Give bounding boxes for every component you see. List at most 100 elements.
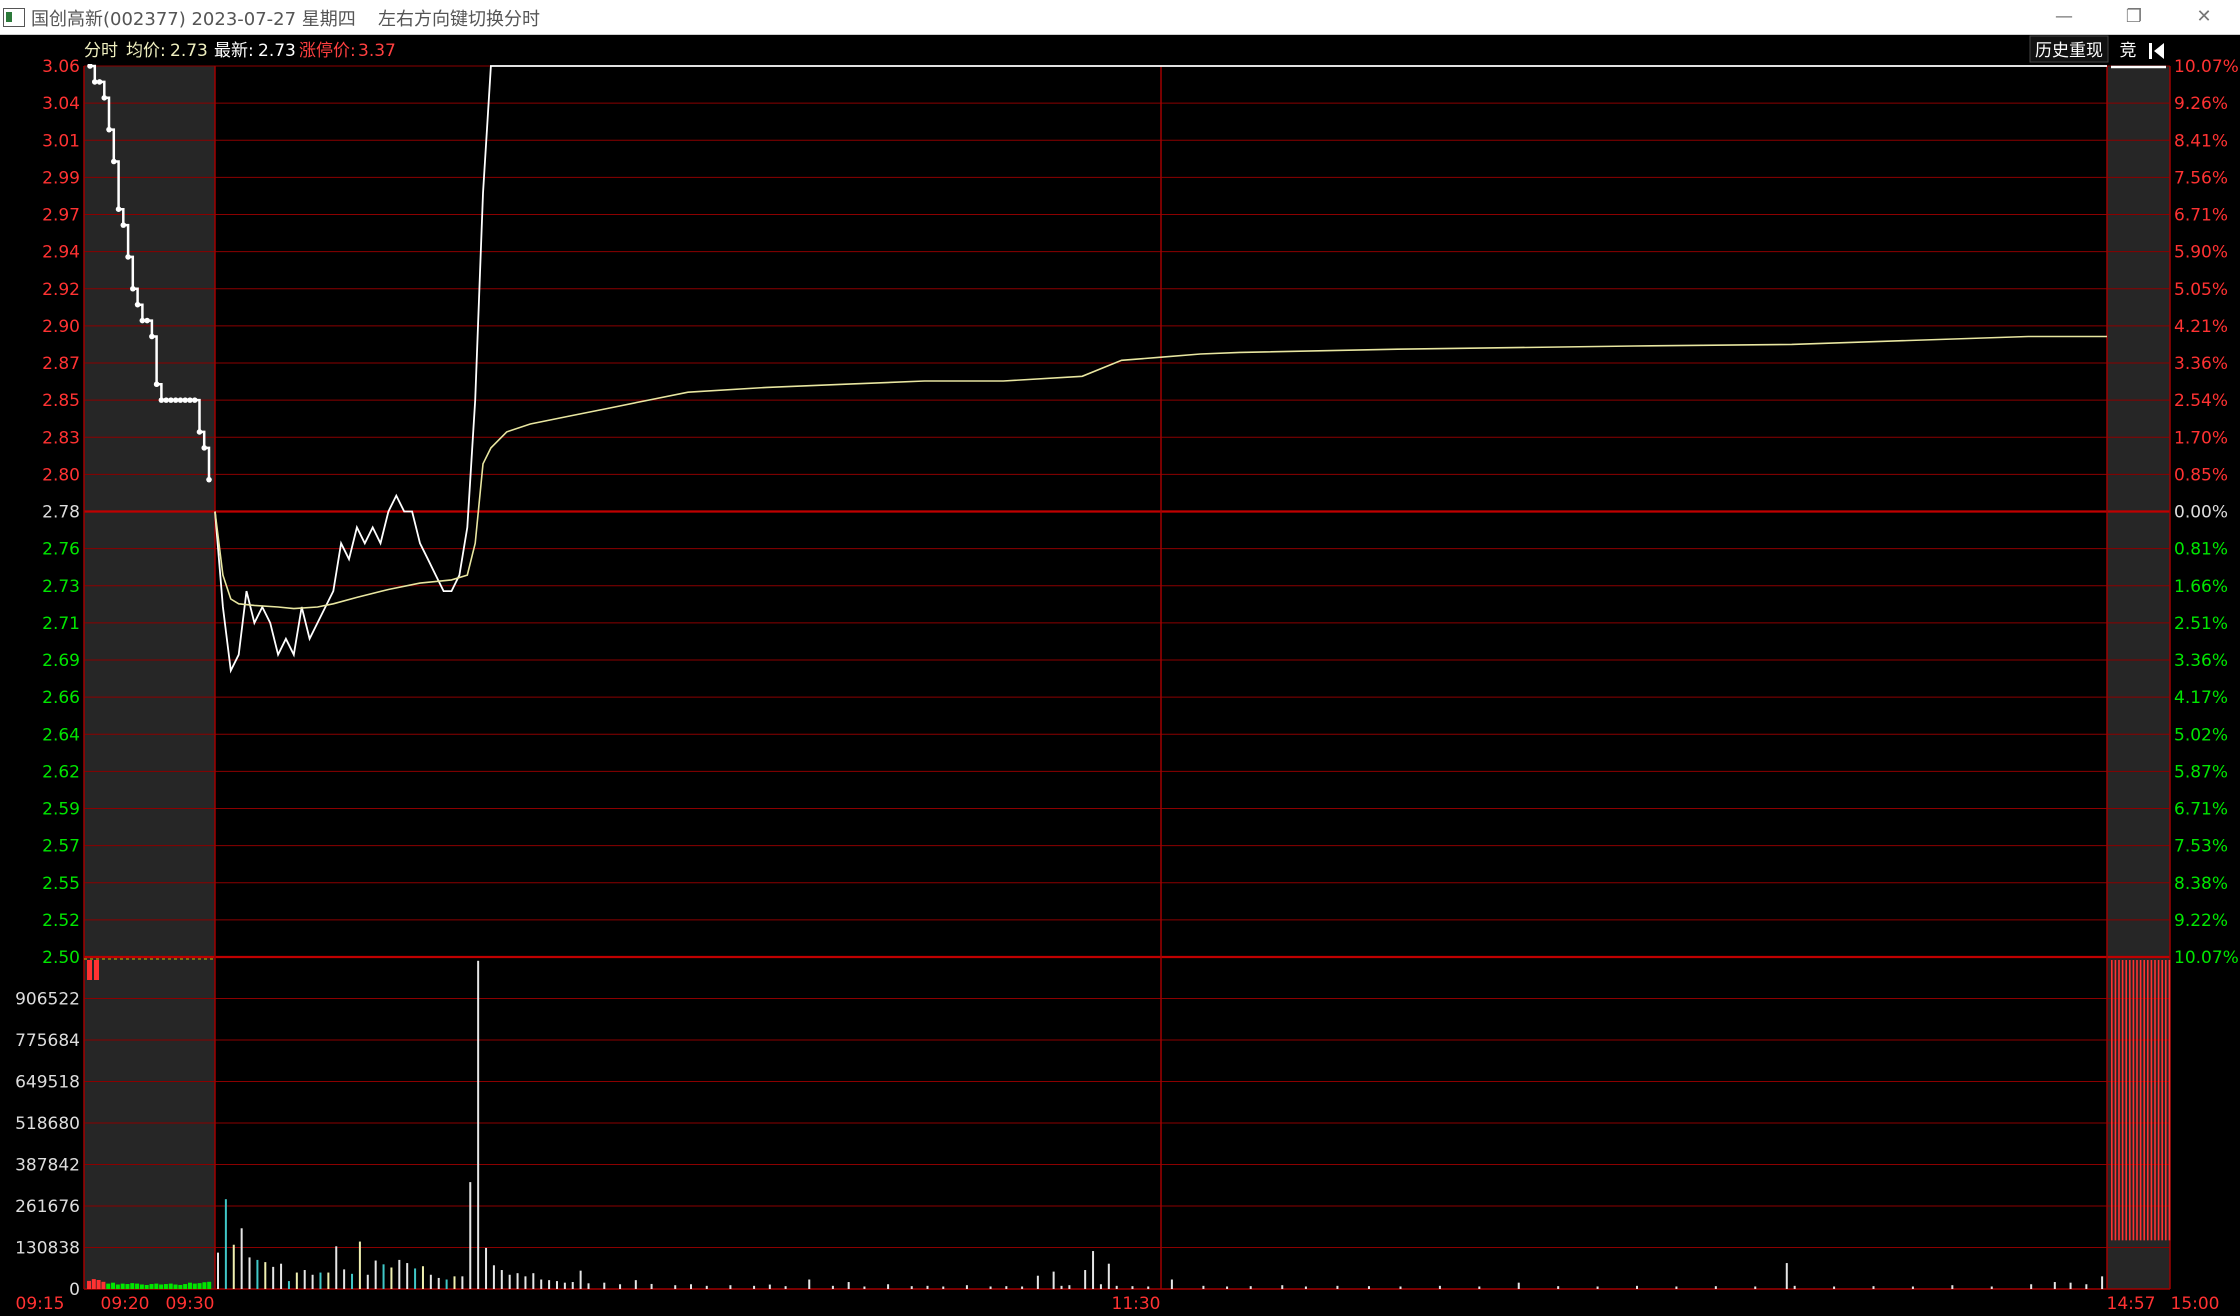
volume-bar [256,1259,259,1289]
pre-auction-point [187,397,193,403]
volume-bar [1107,1263,1110,1289]
percent-tick-label: 7.56% [2174,168,2228,188]
percent-tick-label: 5.02% [2174,725,2228,745]
auction-volume-bar [192,1283,197,1289]
pre-auction-point [134,301,141,308]
volume-bar [2053,1282,2056,1289]
history-replay-button[interactable]: 历史重现 [2035,41,2103,61]
volume-bar [1714,1286,1717,1289]
percent-tick-label: 2.54% [2174,391,2228,411]
price-tick-label: 2.99 [42,168,80,188]
volume-bar [492,1265,495,1289]
volume-bar [1636,1285,1638,1289]
percent-tick-label: 2.51% [2174,614,2228,634]
header-average-label: 均价: [126,41,166,61]
volume-bar [863,1286,866,1289]
volume-bar [603,1282,606,1289]
volume-bar [650,1283,653,1289]
price-tick-label: 2.94 [42,243,80,263]
volume-bar [1399,1286,1402,1289]
auction-volume-bar [187,1282,192,1289]
volume-bar [563,1282,566,1289]
volume-bar [343,1269,346,1289]
volume-bar [358,1241,361,1289]
volume-bar [1367,1286,1370,1289]
price-tick-label: 2.71 [42,614,80,634]
pre-auction-point [144,317,150,324]
volume-bar [1115,1285,1118,1289]
header-mode-label: 分时 [84,41,118,61]
close-icon[interactable]: ✕ [2196,6,2212,27]
auction-volume-bar [101,1281,106,1289]
volume-bar [421,1266,424,1289]
price-tick-label: 2.59 [42,800,80,820]
price-tick-label: 2.55 [42,874,80,894]
intraday-chart: 3.06 3.04 3.01 2.99 2.97 2.94 2.92 2.90 2.87 2.85… [15,35,2239,1314]
volume-bar [1596,1286,1599,1289]
minimize-icon[interactable]: — [2055,6,2073,27]
auction-volume-bar [159,1284,164,1289]
volume-bar [382,1264,385,1289]
skip-back-icon[interactable] [2149,43,2164,59]
header-last-value: 2.73 [258,41,296,61]
percent-tick-label: 9.22% [2174,911,2228,931]
auction-indicator-bar [87,960,92,980]
auction-volume-bar [91,1279,96,1289]
pre-auction-point [153,381,160,388]
restore-icon[interactable]: ❐ [2125,6,2143,27]
volume-bar [729,1285,732,1289]
volume-bar [524,1276,527,1289]
volume-bar [784,1286,787,1289]
pre-auction-point [149,333,155,340]
auction-toggle-button[interactable]: 竞 [2120,41,2137,61]
auction-volume-bar [139,1284,144,1289]
volume-bar [303,1270,306,1289]
volume-bar [1060,1285,1063,1289]
volume-tick-label: 906522 [15,990,80,1010]
volume-bar [390,1267,393,1289]
price-tick-label: 2.64 [42,725,80,745]
volume-bar [1304,1286,1307,1289]
volume-bar [753,1285,756,1289]
auction-volume-bar [178,1284,183,1289]
pre-auction-zone [84,66,215,1289]
volume-bar [414,1268,417,1289]
percent-tick-label: 6.71% [2174,206,2228,226]
volume-bar [477,960,480,1289]
volume-bar [768,1284,771,1289]
volume-bar [847,1282,850,1289]
volume-bar [374,1260,377,1289]
skip-back-icon-arrow [2154,43,2164,59]
volume-bar [548,1280,551,1289]
volume-bar [674,1285,677,1289]
volume-bar [965,1285,968,1289]
price-tick-label: 2.92 [42,280,80,300]
volume-bar [335,1246,338,1289]
volume-bar [1249,1286,1252,1289]
volume-bar [453,1276,456,1289]
volume-bar [1147,1286,1150,1289]
price-tick-label: 2.80 [42,465,80,485]
auction-volume-bar [163,1284,168,1289]
volume-tick-label: 0 [69,1280,80,1300]
volume-bar [887,1284,890,1289]
pre-auction-point [91,79,98,85]
percent-tick-label: 0.00% [2174,503,2228,523]
price-tick-label: 2.69 [42,651,80,671]
percent-tick-label: 0.81% [2174,540,2228,560]
pre-auction-point [182,397,188,403]
volume-bar [429,1274,432,1289]
price-line [214,65,2107,674]
closing-auction-volume-bar [2147,960,2149,1241]
volume-bar [1990,1286,1993,1289]
pre-auction-point [96,79,103,85]
volume-bar [224,1199,227,1289]
percent-tick-label: 8.41% [2174,131,2228,151]
volume-bar [280,1263,283,1289]
percent-tick-label: 4.21% [2174,317,2228,337]
volume-bar [1170,1279,1173,1289]
time-axis-label: 09:15 [16,1294,65,1314]
price-tick-label: 2.85 [42,391,80,411]
auction-volume-bar [125,1284,130,1289]
volume-bar [634,1280,637,1289]
